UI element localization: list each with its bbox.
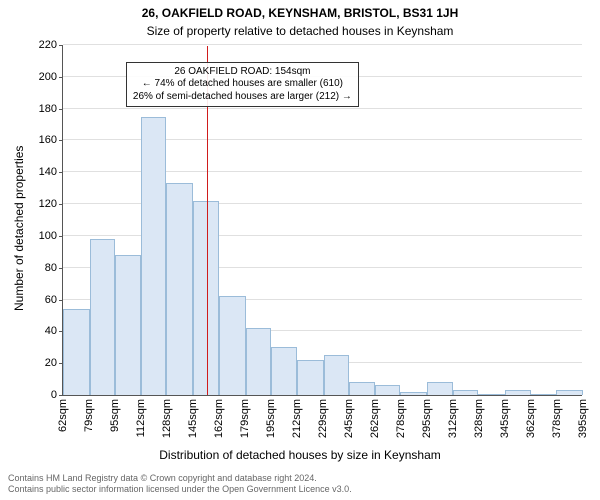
y-tick-label: 220 — [39, 39, 63, 51]
footer-line-1: Contains HM Land Registry data © Crown c… — [8, 473, 352, 485]
y-tick-label: 40 — [45, 325, 63, 337]
histogram-bar — [297, 360, 324, 395]
y-tick-label: 160 — [39, 134, 63, 146]
gridline — [63, 108, 582, 109]
x-tick-label: 162sqm — [213, 395, 225, 438]
footer-line-2: Contains public sector information licen… — [8, 484, 352, 496]
y-axis-label: Number of detached properties — [12, 146, 26, 311]
x-tick-label: 229sqm — [317, 395, 329, 438]
x-tick-label: 395sqm — [577, 395, 589, 438]
x-tick-label: 262sqm — [369, 395, 381, 438]
annotation-line-1: 26 OAKFIELD ROAD: 154sqm — [133, 66, 352, 79]
x-tick-label: 362sqm — [525, 395, 537, 438]
x-tick-label: 195sqm — [265, 395, 277, 438]
y-tick-label: 120 — [39, 198, 63, 210]
x-tick-label: 95sqm — [109, 395, 121, 432]
histogram-bar — [427, 382, 454, 395]
x-tick-label: 312sqm — [447, 395, 459, 438]
y-tick-label: 80 — [45, 262, 63, 274]
histogram-bar — [246, 328, 271, 395]
x-tick-label: 145sqm — [187, 395, 199, 438]
histogram-bar — [141, 117, 166, 395]
x-tick-label: 62sqm — [57, 395, 69, 432]
histogram-bar — [166, 183, 193, 395]
x-tick-label: 179sqm — [239, 395, 251, 438]
x-tick-label: 295sqm — [421, 395, 433, 438]
histogram-bar — [115, 255, 142, 395]
histogram-bar — [375, 385, 400, 395]
histogram-bar — [63, 309, 90, 395]
y-tick-label: 60 — [45, 294, 63, 306]
y-tick-label: 180 — [39, 103, 63, 115]
histogram-plot: 02040608010012014016018020022062sqm79sqm… — [62, 46, 582, 396]
annotation-box: 26 OAKFIELD ROAD: 154sqm← 74% of detache… — [126, 62, 359, 108]
chart-title: Size of property relative to detached ho… — [0, 20, 600, 38]
x-tick-label: 378sqm — [551, 395, 563, 438]
gridline — [63, 44, 582, 45]
histogram-bar — [324, 355, 349, 395]
x-tick-label: 278sqm — [395, 395, 407, 438]
y-tick-label: 200 — [39, 71, 63, 83]
histogram-bar — [271, 347, 298, 395]
x-tick-label: 212sqm — [291, 395, 303, 438]
x-tick-label: 79sqm — [83, 395, 95, 432]
footer-attribution: Contains HM Land Registry data © Crown c… — [8, 473, 352, 496]
x-tick-label: 328sqm — [473, 395, 485, 438]
histogram-bar — [90, 239, 115, 395]
annotation-line-2: ← 74% of detached houses are smaller (61… — [133, 78, 352, 91]
x-tick-label: 128sqm — [161, 395, 173, 438]
y-tick-label: 140 — [39, 166, 63, 178]
x-tick-label: 245sqm — [343, 395, 355, 438]
address-title: 26, OAKFIELD ROAD, KEYNSHAM, BRISTOL, BS… — [0, 0, 600, 20]
x-tick-label: 112sqm — [135, 395, 147, 437]
histogram-bar — [349, 382, 376, 395]
histogram-bar — [219, 296, 246, 395]
y-tick-label: 100 — [39, 230, 63, 242]
y-tick-label: 20 — [45, 357, 63, 369]
x-tick-label: 345sqm — [499, 395, 511, 438]
x-axis-label: Distribution of detached houses by size … — [0, 448, 600, 462]
annotation-line-3: 26% of semi-detached houses are larger (… — [133, 91, 352, 104]
